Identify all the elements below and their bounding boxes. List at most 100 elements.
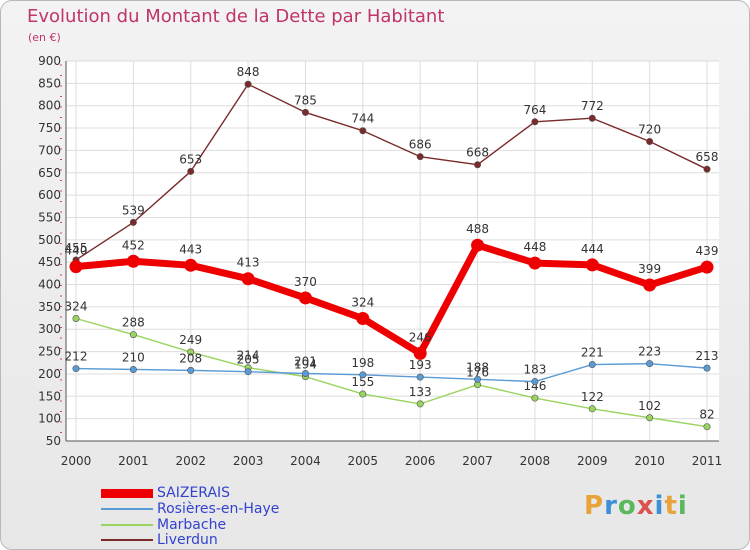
data-point (241, 272, 255, 286)
series-line (75, 362, 708, 383)
y-tick-label: 600 (38, 188, 61, 202)
data-label: 133 (409, 385, 432, 399)
proxiti-logo: Proxiti (584, 491, 688, 521)
y-tick-label: 450 (38, 255, 61, 269)
logo-letter: o (617, 491, 637, 521)
data-point (416, 373, 424, 381)
data-label: 201 (294, 354, 317, 368)
data-label: 205 (237, 353, 260, 367)
y-tick-label: 350 (38, 300, 61, 314)
data-label: 370 (294, 275, 317, 289)
data-label: 744 (351, 112, 374, 126)
data-point (356, 312, 370, 326)
x-tick-label: 2009 (577, 454, 608, 468)
y-tick-label: 750 (38, 121, 61, 135)
x-tick-label: 2000 (61, 454, 92, 468)
data-point (187, 366, 195, 374)
data-point (187, 348, 195, 356)
data-label: 122 (581, 390, 604, 404)
data-point (585, 258, 599, 272)
data-label: 764 (523, 103, 546, 117)
x-tick-label: 2011 (692, 454, 723, 468)
legend-item-rosieres-en-haye: Rosières-en-Haye (101, 501, 279, 517)
y-tick-label: 700 (38, 143, 61, 157)
logo-letter: x (636, 491, 655, 521)
data-point (244, 368, 252, 376)
data-point (298, 291, 312, 305)
data-point (700, 260, 714, 274)
data-label: 208 (179, 351, 202, 365)
y-tick-label: 650 (38, 166, 61, 180)
legend-label: Liverdun (157, 532, 218, 548)
y-tick-label: 300 (38, 322, 61, 336)
data-label: 488 (466, 222, 489, 236)
data-point (359, 127, 367, 135)
data-label: 658 (696, 150, 719, 164)
data-label: 183 (523, 363, 546, 377)
y-tick-label: 850 (38, 76, 61, 90)
data-label: 440 (65, 244, 88, 258)
data-point (646, 137, 654, 145)
y-tick-label: 500 (38, 233, 61, 247)
data-label: 848 (237, 65, 260, 79)
data-point (531, 118, 539, 126)
legend-swatch (101, 488, 153, 498)
data-label: 686 (409, 138, 432, 152)
x-tick-label: 2002 (175, 454, 206, 468)
data-label: 720 (638, 122, 661, 136)
y-tick-label: 550 (38, 210, 61, 224)
legend-swatch (101, 508, 153, 510)
x-tick-label: 2008 (520, 454, 551, 468)
logo-letter: P (584, 491, 605, 521)
data-label: 176 (466, 366, 489, 380)
y-tick-label: 100 (38, 412, 61, 426)
data-point (416, 153, 424, 161)
data-label: 194 (294, 358, 317, 372)
legend-item-liverdun: Liverdun (101, 532, 218, 548)
y-tick-label: 400 (38, 278, 61, 292)
data-label: 324 (351, 296, 374, 310)
data-point (359, 371, 367, 379)
data-label: 653 (179, 152, 202, 166)
data-point (416, 400, 424, 408)
data-label: 82 (699, 408, 714, 422)
data-point (359, 390, 367, 398)
data-label: 455 (65, 241, 88, 255)
data-label: 198 (351, 356, 374, 370)
data-label: 413 (237, 256, 260, 270)
data-point (69, 260, 83, 274)
data-point (129, 218, 137, 226)
data-label: 146 (523, 379, 546, 393)
data-point (413, 346, 427, 360)
data-label: 444 (581, 242, 604, 256)
data-point (244, 80, 252, 88)
series-line (75, 241, 709, 357)
y-tick-label: 150 (38, 389, 61, 403)
data-point (471, 238, 485, 252)
data-label: 246 (409, 330, 432, 344)
data-label: 188 (466, 360, 489, 374)
data-label: 668 (466, 146, 489, 160)
x-tick-label: 2005 (348, 454, 379, 468)
data-point (588, 361, 596, 369)
legend-swatch (101, 539, 153, 541)
data-point (129, 331, 137, 339)
data-point (703, 364, 711, 372)
logo-letter: t (664, 491, 678, 521)
x-tick-label: 2006 (405, 454, 436, 468)
x-tick-label: 2003 (233, 454, 264, 468)
logo-letter: i (677, 491, 688, 521)
data-point (531, 378, 539, 386)
data-point (474, 375, 482, 383)
data-point (126, 254, 140, 268)
data-point (474, 161, 482, 169)
legend-label: Marbache (157, 517, 227, 533)
data-label: 102 (638, 399, 661, 413)
data-label: 539 (122, 203, 145, 217)
data-point (184, 258, 198, 272)
data-label: 214 (237, 349, 260, 363)
data-label: 155 (351, 375, 374, 389)
data-label: 772 (581, 99, 604, 113)
data-point (528, 256, 542, 270)
